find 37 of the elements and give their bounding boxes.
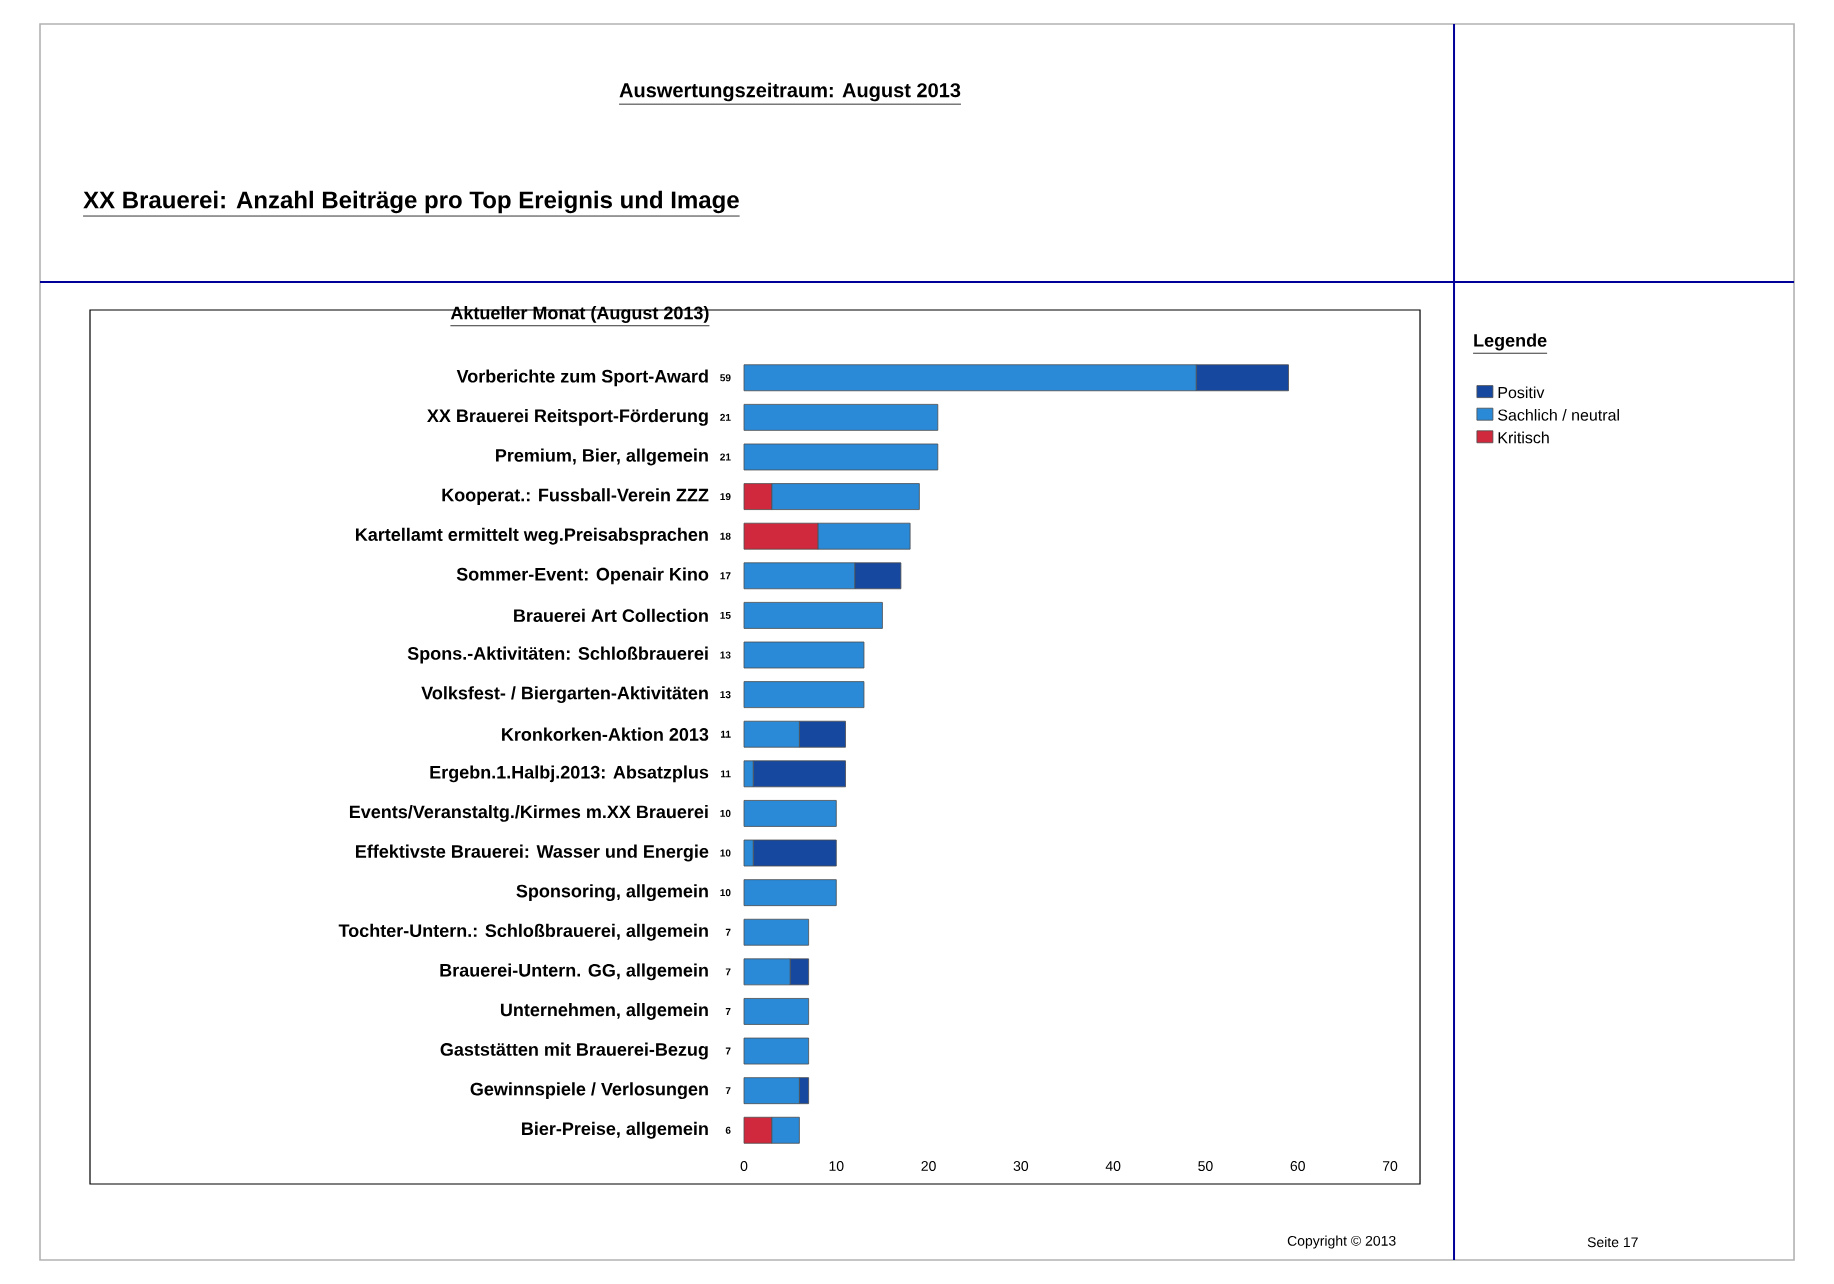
- y-tick-label: Spons.-Aktivitäten: Schloßbrauerei: [407, 646, 708, 664]
- bar: [743, 800, 837, 827]
- bar: [743, 1037, 810, 1065]
- legend-label: Sachlich / neutral: [1498, 408, 1619, 421]
- legend-label: Kritisch: [1498, 431, 1549, 444]
- y-tick-label: Volksfest- / Biergarten-Aktivitäten: [421, 686, 708, 704]
- y-tick-label: Unternehmen, allgemein: [500, 1003, 708, 1020]
- y-tick-label: Events/Veranstaltg./Kirmes m.XX Brauerei: [349, 804, 708, 822]
- chart-subtitle: Auswertungszeitraum: August 2013: [619, 82, 961, 102]
- bar: [743, 443, 939, 471]
- text: XX Brauerei: Anzahl Beiträge pro Top Ereignis und Image: [83, 190, 739, 214]
- y-tick-label: Premium, Bier, allgemein: [496, 448, 708, 466]
- text: Aktueller Monat (August 2013): [450, 306, 709, 323]
- y-tick-label: Tochter-Untern.: Schloßbrauerei, allgemein: [338, 923, 708, 941]
- y-tick-label: XX Brauerei Reitsport-Förderung: [427, 408, 708, 426]
- y-tick-label: Kartellamt ermittelt weg.Preisabsprachen: [356, 527, 708, 545]
- y-tick-label: Bier-Preise, allgemein: [522, 1121, 708, 1139]
- y-tick-label: Effektivste Brauerei: Wasser und Energie: [356, 844, 709, 862]
- y-tick-label: Kooperat.: Fussball-Verein ZZZ: [442, 488, 709, 505]
- bar: [743, 641, 865, 669]
- bar: [743, 602, 883, 629]
- y-tick-label: Brauerei-Untern. GG, allgemein: [440, 963, 708, 981]
- y-tick-label: Ergebn.1.Halbj.2013: Absatzplus: [430, 765, 709, 783]
- y-tick-label: Vorberichte zum Sport-Award: [456, 369, 708, 387]
- legend-label: Positiv: [1498, 386, 1545, 399]
- bar: [743, 879, 837, 907]
- y-tick-label: Gewinnspiele / Verlosungen: [470, 1082, 708, 1100]
- y-tick-label: Gaststätten mit Brauerei-Bezug: [440, 1042, 708, 1060]
- bar: [743, 403, 939, 431]
- legend-title: Legende: [1474, 333, 1547, 351]
- y-tick-label: Sommer-Event: Openair Kino: [456, 567, 709, 585]
- bar: [743, 681, 865, 709]
- bar: [743, 998, 810, 1025]
- y-tick-label: Brauerei Art Collection: [514, 608, 708, 623]
- y-tick-label: Sponsoring, allgemein: [516, 884, 708, 902]
- y-tick-label: Kronkorken-Aktion 2013: [502, 727, 709, 741]
- bar: [743, 918, 810, 946]
